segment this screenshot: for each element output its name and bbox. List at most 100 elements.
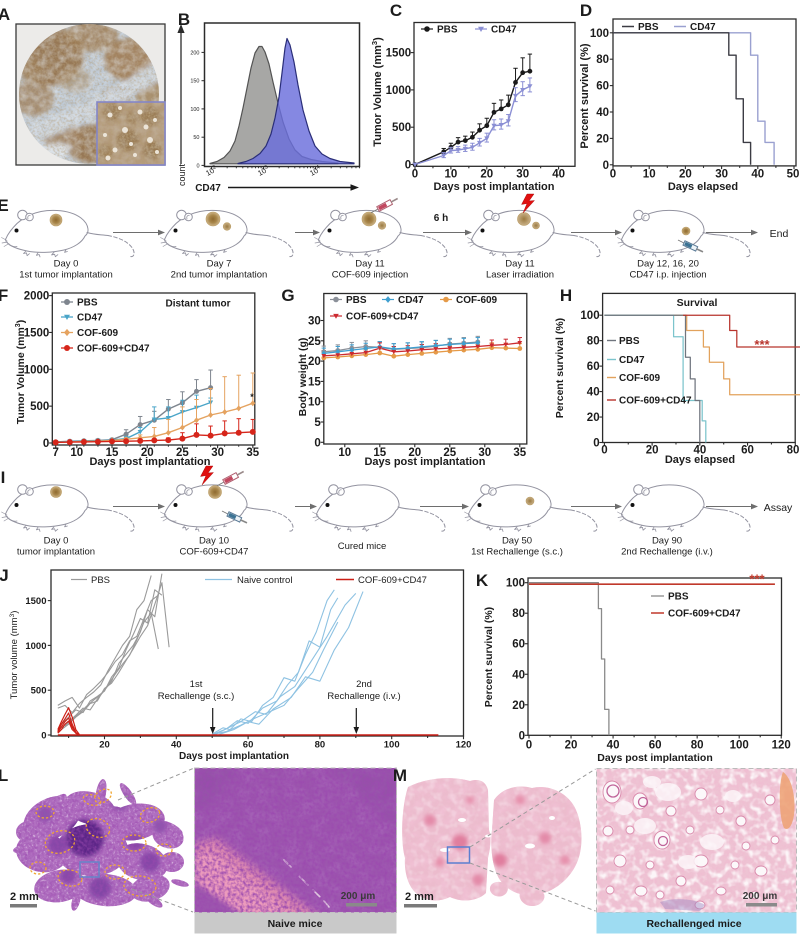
svg-text:COF-609+CD47: COF-609+CD47 <box>77 344 150 355</box>
svg-text:30: 30 <box>478 447 491 459</box>
svg-text:200 μm: 200 μm <box>341 891 376 902</box>
svg-text:25: 25 <box>308 336 321 348</box>
svg-text:60: 60 <box>741 445 754 457</box>
svg-text:Laser irradiation: Laser irradiation <box>486 270 554 281</box>
svg-text:C: C <box>390 1 402 20</box>
svg-text:100: 100 <box>190 107 199 113</box>
svg-text:Day 7: Day 7 <box>207 259 232 270</box>
svg-text:35: 35 <box>246 447 259 459</box>
svg-text:2nd: 2nd <box>356 679 372 690</box>
svg-text:40: 40 <box>552 169 565 181</box>
svg-text:0: 0 <box>196 163 199 169</box>
svg-text:20: 20 <box>646 445 659 457</box>
svg-text:COF-609+CD47: COF-609+CD47 <box>619 396 692 407</box>
svg-text:60: 60 <box>512 639 525 651</box>
svg-text:COF-609+CD47: COF-609+CD47 <box>358 575 427 586</box>
svg-text:1st Rechallenge (s.c.): 1st Rechallenge (s.c.) <box>471 547 563 558</box>
svg-text:80: 80 <box>787 445 800 457</box>
svg-text:Days post implantation: Days post implantation <box>89 456 210 468</box>
svg-text:Days elapsed: Days elapsed <box>665 454 735 466</box>
svg-text:Day 50: Day 50 <box>502 536 532 547</box>
svg-text:Tumor volume (mm3): Tumor volume (mm3) <box>9 611 20 700</box>
svg-text:60: 60 <box>243 740 254 751</box>
svg-text:0: 0 <box>603 160 609 172</box>
svg-text:0: 0 <box>412 169 418 181</box>
svg-text:0: 0 <box>519 730 525 742</box>
svg-text:0: 0 <box>314 437 320 449</box>
svg-text:80: 80 <box>691 740 704 752</box>
svg-text:15: 15 <box>308 376 321 388</box>
svg-text:40: 40 <box>512 669 525 681</box>
svg-text:PBS: PBS <box>77 298 98 309</box>
svg-text:1st tumor implantation: 1st tumor implantation <box>19 270 112 281</box>
svg-text:25: 25 <box>443 447 456 459</box>
svg-text:50: 50 <box>787 169 800 181</box>
svg-text:*: * <box>250 392 254 402</box>
svg-text:PBS: PBS <box>619 336 640 347</box>
svg-text:40: 40 <box>587 387 600 399</box>
svg-text:40: 40 <box>607 740 620 752</box>
svg-text:Days post implantation: Days post implantation <box>597 752 713 764</box>
svg-text:CD47: CD47 <box>398 295 424 306</box>
svg-text:Day 11: Day 11 <box>505 259 534 270</box>
svg-text:1000: 1000 <box>25 641 46 652</box>
svg-text:PBS: PBS <box>437 25 458 36</box>
svg-text:Day 0: Day 0 <box>54 259 79 270</box>
svg-text:Tumor Volume (mm3): Tumor Volume (mm3) <box>15 320 27 424</box>
svg-text:1500: 1500 <box>24 327 50 339</box>
svg-text:1000: 1000 <box>24 364 50 376</box>
svg-text:0: 0 <box>405 160 411 172</box>
svg-text:100: 100 <box>580 310 599 322</box>
svg-text:30: 30 <box>308 316 321 328</box>
svg-text:PBS: PBS <box>91 575 110 586</box>
svg-text:Survival: Survival <box>677 297 718 309</box>
svg-text:1500: 1500 <box>386 48 412 60</box>
svg-text:CD47: CD47 <box>690 22 716 33</box>
svg-text:60: 60 <box>596 81 609 93</box>
svg-text:Rechallenged mice: Rechallenged mice <box>646 918 741 930</box>
svg-text:K: K <box>476 571 489 590</box>
svg-text:20: 20 <box>99 740 110 751</box>
svg-text:Days elapsed: Days elapsed <box>668 181 738 193</box>
svg-text:PBS: PBS <box>346 295 367 306</box>
svg-text:20: 20 <box>596 133 609 145</box>
svg-text:100: 100 <box>506 578 525 590</box>
svg-text:500: 500 <box>30 401 49 413</box>
svg-text:Rechallenge (i.v.): Rechallenge (i.v.) <box>327 691 400 702</box>
svg-text:1500: 1500 <box>25 596 46 607</box>
svg-text:80: 80 <box>587 336 600 348</box>
svg-text:35: 35 <box>513 447 526 459</box>
svg-text:Day 0: Day 0 <box>44 536 69 547</box>
svg-text:Percent survival (%): Percent survival (%) <box>579 43 591 148</box>
svg-text:Day 90: Day 90 <box>652 536 682 547</box>
svg-text:15: 15 <box>106 447 119 459</box>
svg-text:500: 500 <box>392 122 411 134</box>
svg-text:COF-609+CD47: COF-609+CD47 <box>668 609 741 620</box>
svg-text:Body weight (g): Body weight (g) <box>297 338 309 417</box>
svg-text:200 μm: 200 μm <box>743 891 778 902</box>
svg-text:20: 20 <box>141 447 154 459</box>
svg-text:CD47: CD47 <box>195 183 221 194</box>
svg-text:Day 11: Day 11 <box>355 259 384 270</box>
svg-text:20: 20 <box>308 356 321 368</box>
svg-text:2 mm: 2 mm <box>10 891 39 903</box>
svg-text:0: 0 <box>601 445 607 457</box>
svg-text:PBS: PBS <box>668 592 689 603</box>
svg-text:COF-609+CD47: COF-609+CD47 <box>346 312 419 323</box>
svg-text:120: 120 <box>772 740 791 752</box>
svg-text:10: 10 <box>445 169 458 181</box>
svg-text:2 mm: 2 mm <box>405 891 434 903</box>
svg-text:I: I <box>1 468 6 487</box>
svg-text:PBS: PBS <box>638 22 659 33</box>
svg-text:60: 60 <box>649 740 662 752</box>
svg-text:A: A <box>0 5 10 24</box>
svg-text:10: 10 <box>338 447 351 459</box>
svg-text:100: 100 <box>384 740 400 751</box>
svg-text:Rechallenge (s.c.): Rechallenge (s.c.) <box>158 691 235 702</box>
svg-text:10: 10 <box>70 447 83 459</box>
svg-text:80: 80 <box>596 54 609 66</box>
svg-text:2nd Rechallenge (i.v.): 2nd Rechallenge (i.v.) <box>621 547 713 558</box>
svg-text:Tumor Volume (mm3): Tumor Volume (mm3) <box>370 37 384 147</box>
svg-text:COF-609 injection: COF-609 injection <box>332 270 409 281</box>
svg-text:L: L <box>0 766 8 785</box>
